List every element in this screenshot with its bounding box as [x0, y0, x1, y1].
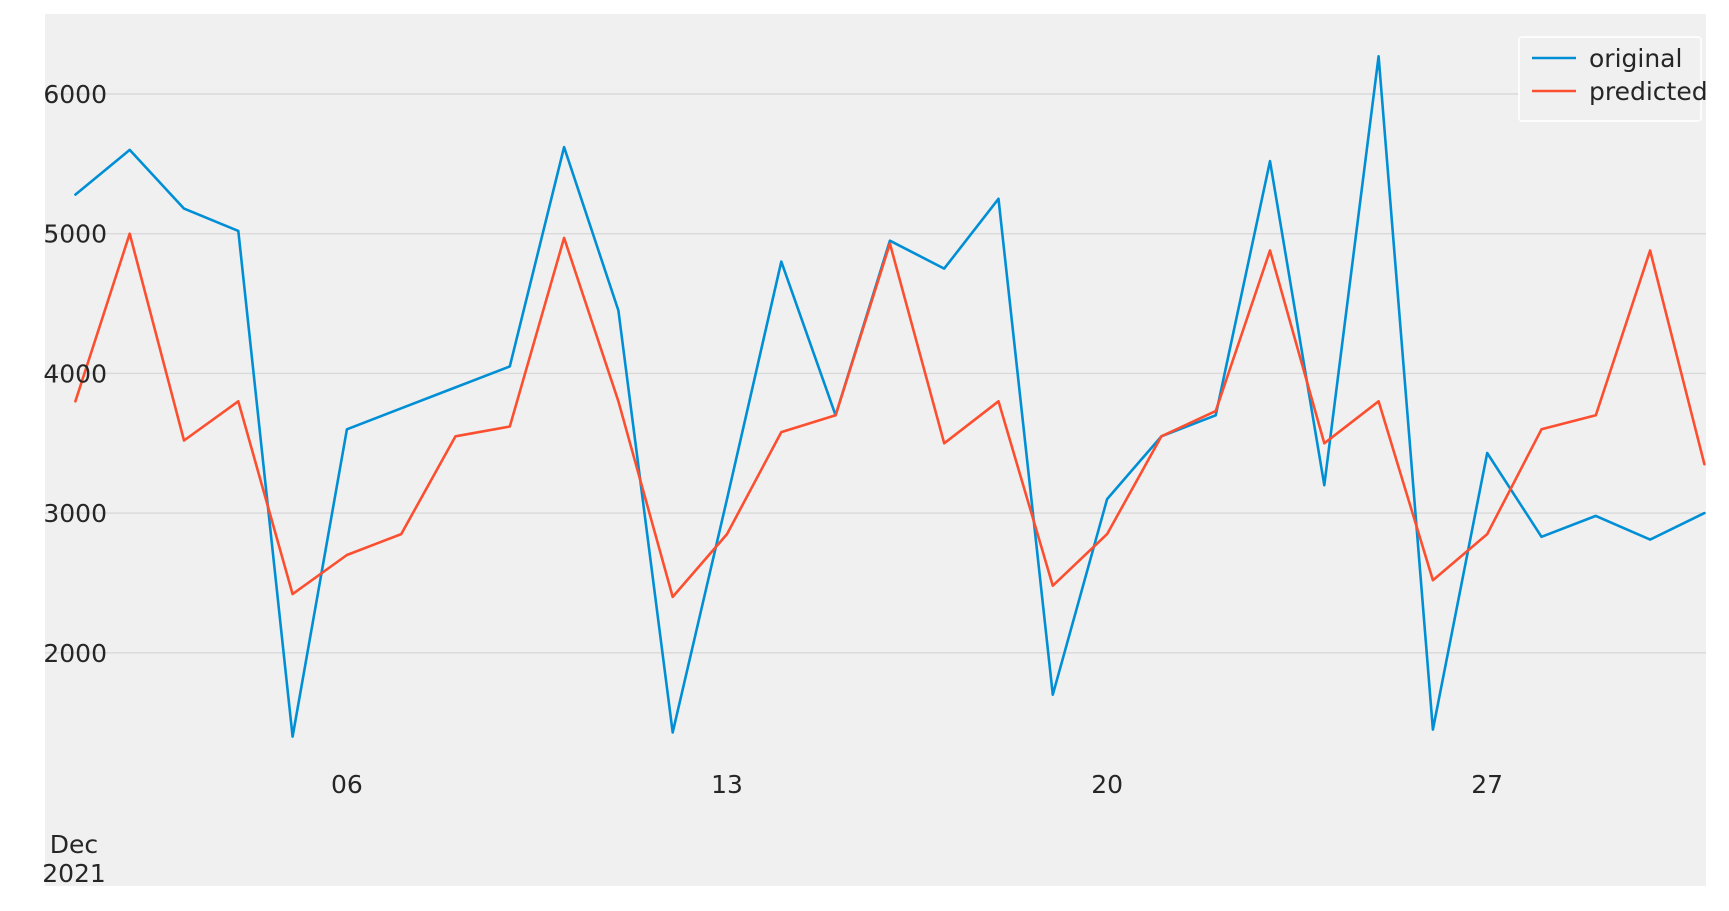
series-line-predicted: [74, 232, 1706, 599]
legend-label: original: [1589, 44, 1682, 73]
x-tick-label: 13: [711, 770, 743, 799]
legend-label: predicted: [1589, 77, 1708, 106]
date-offset-label: 2021: [42, 859, 106, 888]
x-tick-label: 06: [331, 770, 363, 799]
y-tick-label: 2000: [43, 639, 107, 668]
series-line-original: [74, 54, 1706, 738]
plot-area: [45, 14, 1706, 886]
x-tick-label: 20: [1091, 770, 1123, 799]
y-tick-label: 6000: [43, 80, 107, 109]
y-tick-label: 5000: [43, 220, 107, 249]
date-offset-label: Dec: [50, 830, 98, 859]
y-tick-label: 4000: [43, 359, 107, 388]
x-tick-label: 27: [1471, 770, 1503, 799]
y-tick-label: 3000: [43, 499, 107, 528]
